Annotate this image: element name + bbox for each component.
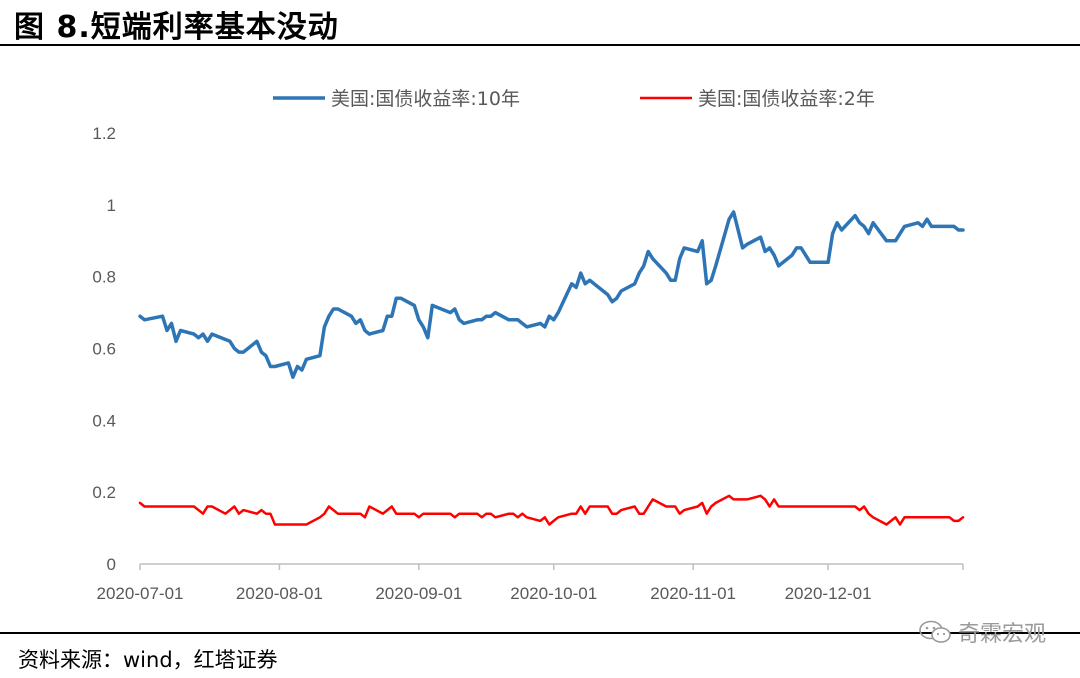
x-tick-label: 2020-07-01 <box>97 584 184 603</box>
legend-label: 美国:国债收益率:10年 <box>331 88 520 110</box>
y-tick-label: 0.4 <box>92 411 116 430</box>
y-tick-label: 1.2 <box>92 124 116 143</box>
y-axis: 1.2 1 0.8 0.6 0.4 0.2 0 <box>92 124 116 574</box>
series-line-10y <box>138 210 965 379</box>
wechat-icon <box>919 620 951 643</box>
x-tick-label: 2020-11-01 <box>650 584 736 603</box>
y-tick-label: 0 <box>107 555 116 574</box>
watermark-text: 奇霖宏观 <box>957 622 1046 647</box>
series-line-2y <box>138 494 965 526</box>
y-tick-label: 0.2 <box>92 483 116 502</box>
figure-title: 图 8.短端利率基本没动 <box>14 10 339 45</box>
x-tick-label: 2020-08-01 <box>236 584 323 603</box>
y-tick-label: 0.8 <box>92 268 116 287</box>
y-tick-label: 0.6 <box>92 340 116 359</box>
watermark: 奇霖宏观 <box>918 616 1046 648</box>
x-axis: 2020-07-01 2020-08-01 2020-09-01 2020-10-01… <box>97 563 964 603</box>
chart-series <box>138 210 965 526</box>
top-divider <box>0 44 1080 46</box>
x-tick-label: 2020-12-01 <box>785 584 872 603</box>
legend-label: 美国:国债收益率:2年 <box>698 88 875 110</box>
line-chart: 美国:国债收益率:10年 美国:国债收益率:2年 1.2 1 0.8 0.6 0.4 0.2… <box>92 88 965 603</box>
bottom-divider <box>0 632 1080 634</box>
x-tick-label: 2020-09-01 <box>375 584 462 603</box>
source-note: 资料来源：wind，红塔证券 <box>18 648 278 672</box>
chart-legend: 美国:国债收益率:10年 美国:国债收益率:2年 <box>273 88 875 110</box>
y-tick-label: 1 <box>107 196 116 215</box>
x-tick-label: 2020-10-01 <box>510 584 597 603</box>
